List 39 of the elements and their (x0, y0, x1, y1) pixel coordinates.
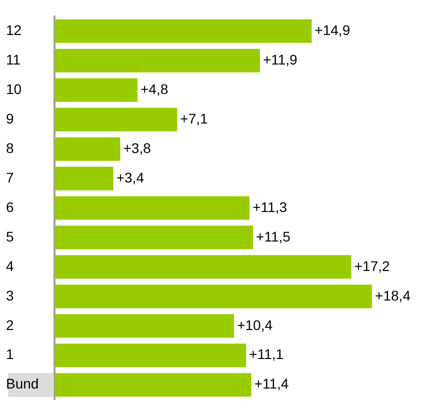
y-tick-label: 3 (6, 287, 14, 304)
data-label: +4,8 (140, 80, 168, 97)
data-label: +11,9 (262, 51, 298, 68)
data-label: +11,5 (256, 228, 291, 244)
y-tick-label: 7 (6, 169, 14, 186)
y-tick-label: 2 (6, 316, 14, 333)
data-label: +3,4 (116, 169, 144, 186)
bar (54, 196, 250, 220)
bar (54, 255, 352, 279)
data-label: +14,9 (314, 22, 350, 38)
bar (54, 19, 312, 43)
y-tick-label: Bund (6, 376, 39, 392)
y-tick-label: 1 (6, 346, 14, 362)
y-tick-label: 4 (6, 258, 14, 274)
bar (54, 344, 246, 368)
data-label: +7,1 (180, 110, 208, 126)
y-tick-label: 6 (6, 198, 14, 215)
data-label: +11,3 (252, 198, 288, 215)
bar (54, 166, 114, 190)
y-tick-label: 8 (6, 140, 14, 156)
data-label: +11,1 (249, 346, 284, 362)
bar (54, 314, 234, 338)
bar (54, 373, 252, 397)
bar (54, 108, 178, 132)
bar (54, 284, 372, 308)
y-tick-label: 9 (6, 110, 14, 126)
data-label: +18,4 (375, 287, 411, 304)
bar (54, 137, 120, 161)
data-label: +10,4 (237, 316, 273, 333)
data-label: +17,2 (354, 258, 390, 274)
y-tick-label: 10 (6, 80, 22, 97)
bar (54, 48, 260, 72)
y-tick-label: 11 (6, 51, 21, 68)
y-tick-label: 5 (6, 228, 14, 244)
data-label: +3,8 (123, 140, 152, 156)
data-label: +11,4 (254, 376, 289, 392)
y-tick-label: 12 (6, 22, 22, 38)
bar (54, 78, 138, 102)
bar (54, 226, 254, 250)
